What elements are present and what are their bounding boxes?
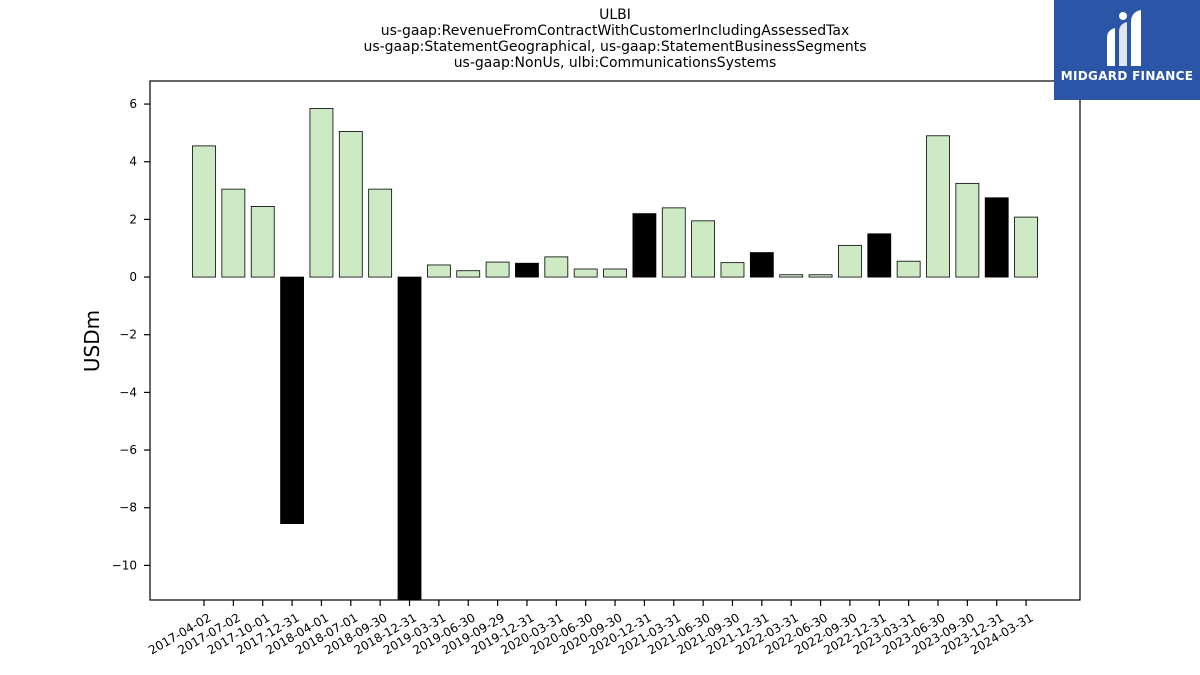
bar-2021-06-30 [691, 220, 716, 278]
bar-2018-04-01 [309, 107, 334, 278]
bar-2017-10-01 [250, 206, 275, 278]
bar-2017-07-02 [221, 188, 246, 278]
y-tick-label: −8 [119, 501, 137, 515]
bar-2021-09-30 [720, 262, 745, 278]
logo-mark-icon [1107, 10, 1141, 66]
bar-2019-09-29 [485, 261, 510, 278]
chart-title-line-3: us-gaap:StatementGeographical, us-gaap:S… [363, 39, 867, 55]
y-tick-label: 4 [129, 155, 137, 169]
bar-2020-09-30 [603, 268, 627, 278]
chart-title-line-2: us-gaap:RevenueFromContractWithCustomerI… [380, 23, 850, 39]
y-tick-label: −2 [119, 328, 137, 342]
y-tick-label: 6 [129, 97, 137, 111]
y-tick-label: −4 [119, 385, 137, 399]
bar-2023-06-30 [926, 135, 950, 278]
logo-text: MIDGARD FINANCE [1060, 69, 1194, 83]
bar-2019-06-30 [456, 270, 481, 278]
chart-title: ULBI us-gaap:RevenueFromContractWithCust… [150, 7, 1080, 71]
bar-2022-06-30 [808, 274, 833, 278]
bar-2019-12-31 [515, 262, 539, 278]
bar-2021-03-31 [661, 207, 686, 278]
y-axis-label: USDm [80, 310, 104, 372]
bar-2017-04-02 [192, 145, 216, 278]
bar-2019-03-31 [426, 264, 451, 278]
bar-2020-12-31 [632, 213, 657, 278]
x-axis: 2017-04-022017-07-022017-10-012017-12-31… [146, 600, 1036, 657]
bar-2018-09-30 [368, 188, 393, 278]
chart-title-line-4: us-gaap:NonUs, ulbi:CommunicationsSystem… [453, 55, 777, 71]
bar-2023-09-30 [955, 182, 980, 278]
midgard-finance-logo: MIDGARD FINANCE [1054, 0, 1200, 100]
bar-2022-03-31 [779, 274, 804, 278]
y-tick-label: −10 [112, 558, 137, 572]
bar-2018-12-31 [397, 276, 422, 601]
y-axis: 6 4 2 0 −2 −4 −6 −8 −10 [112, 97, 150, 572]
y-tick-label: 2 [129, 212, 137, 226]
bar-2021-12-31 [749, 252, 774, 278]
y-tick-label: 0 [129, 270, 137, 284]
bar-2020-06-30 [573, 268, 598, 278]
bar-2024-03-31 [1014, 216, 1038, 278]
chart-title-line-1: ULBI [599, 7, 631, 23]
bar-2017-12-31 [280, 276, 304, 524]
bar-2023-03-31 [896, 260, 921, 278]
bar-2022-12-31 [867, 233, 892, 278]
y-tick-label: −6 [119, 443, 137, 457]
bar-2018-07-01 [338, 131, 363, 278]
bar-2020-03-31 [544, 256, 569, 278]
bars-group [192, 107, 1038, 601]
bar-2023-12-31 [984, 197, 1009, 278]
bar-2022-09-30 [838, 244, 862, 278]
